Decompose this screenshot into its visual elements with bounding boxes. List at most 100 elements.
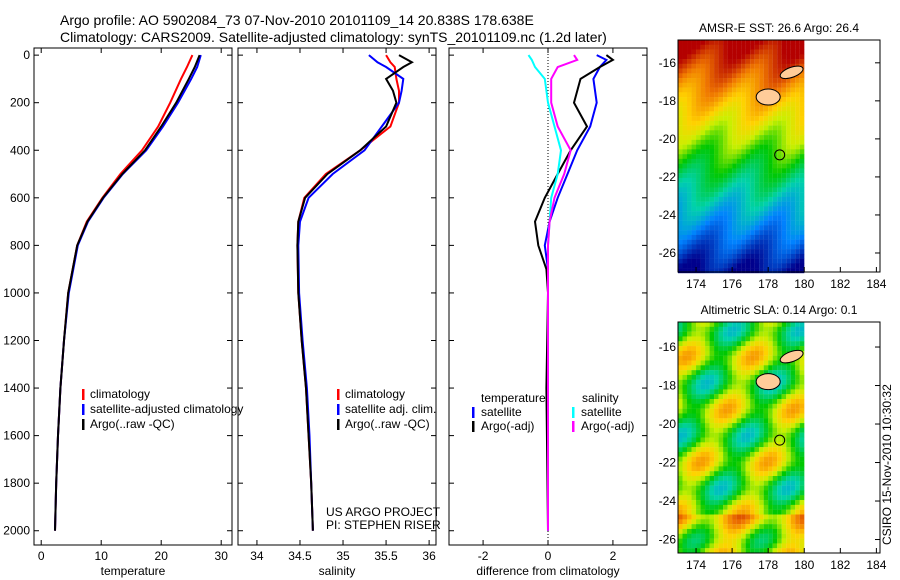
map-cell	[763, 394, 769, 400]
map-cell	[745, 461, 751, 467]
map-cell	[781, 44, 787, 50]
map-cell	[772, 423, 778, 429]
map-cell	[745, 370, 751, 376]
map-cell	[786, 244, 791, 250]
map-cell	[759, 82, 764, 88]
map-cell	[727, 87, 733, 93]
legend-swatch	[472, 421, 475, 432]
map-cell	[786, 509, 791, 515]
map-cell	[678, 389, 683, 395]
map-cell	[741, 442, 746, 448]
map-cell	[777, 533, 782, 539]
map-cell	[750, 437, 755, 443]
map-cell	[696, 384, 701, 390]
map-cell	[714, 116, 719, 122]
map-cell	[772, 350, 778, 356]
map-cell	[741, 234, 746, 240]
map-cell	[678, 476, 683, 481]
map-cell	[727, 177, 733, 183]
map-cell	[754, 135, 760, 141]
map-cell	[750, 379, 755, 385]
map-cell	[682, 326, 688, 332]
map-cell	[745, 125, 751, 131]
map-cell	[714, 192, 719, 198]
map-cell	[781, 49, 787, 55]
map-cell	[763, 408, 769, 414]
map-cell	[700, 182, 706, 188]
map-cell	[786, 163, 791, 169]
map-cell	[768, 394, 773, 400]
map-cell	[745, 158, 751, 164]
map-cell	[714, 268, 719, 274]
map-cell	[786, 374, 791, 380]
map-cell	[700, 263, 706, 269]
map-cell	[714, 78, 719, 84]
map-cell	[754, 206, 760, 212]
map-cell	[786, 394, 791, 400]
map-cell	[723, 466, 728, 472]
map-cell	[795, 158, 800, 164]
map-cell	[799, 239, 805, 245]
map-cell	[718, 135, 724, 141]
map-cell	[763, 154, 769, 160]
map-cell	[799, 370, 805, 376]
map-cell	[790, 163, 796, 169]
map-cell	[718, 341, 724, 347]
map-cell	[727, 456, 733, 462]
map-cell	[799, 427, 805, 433]
map-cell	[732, 258, 737, 264]
map-cell	[687, 365, 692, 371]
map-cell	[750, 432, 755, 438]
map-cell	[768, 144, 773, 150]
map-cell	[691, 384, 697, 390]
map-cell	[682, 258, 688, 264]
map-cell	[790, 346, 796, 352]
map-cell	[745, 201, 751, 207]
map-cell	[790, 192, 796, 198]
map-cell	[678, 466, 683, 472]
map-cell	[736, 336, 742, 342]
map-cell	[709, 49, 715, 55]
map-cell	[682, 370, 688, 376]
map-cell	[705, 442, 710, 448]
map-cell	[700, 528, 706, 534]
map-cell	[750, 365, 755, 371]
map-cell	[727, 154, 733, 160]
map-cell	[736, 341, 742, 347]
map-cell	[691, 211, 697, 217]
map-cell	[750, 154, 755, 160]
map-cell	[687, 331, 692, 337]
map-cell	[723, 471, 728, 477]
map-cell	[682, 355, 688, 361]
map-cell	[777, 350, 782, 356]
y-tick-label: 400	[10, 143, 30, 157]
map-cell	[718, 480, 724, 486]
map-cell	[754, 130, 760, 136]
map-cell	[696, 490, 701, 496]
map-cell	[700, 63, 706, 69]
map-cell	[714, 461, 719, 467]
map-cell	[700, 355, 706, 361]
map-cell	[732, 418, 737, 424]
map-cell	[705, 215, 710, 221]
map-cell	[754, 490, 760, 496]
map-cell	[741, 418, 746, 424]
map-cell	[714, 144, 719, 150]
map-cell	[696, 258, 701, 264]
map-cell	[768, 543, 773, 549]
map-cell	[777, 54, 782, 60]
map-cell	[745, 263, 751, 269]
map-cell	[723, 253, 728, 259]
map-cell	[795, 230, 800, 236]
map-cell	[718, 485, 724, 491]
map-cell	[678, 538, 683, 544]
map-cell	[736, 196, 742, 202]
map-cell	[795, 504, 800, 510]
map-cell	[795, 78, 800, 84]
map-cell	[687, 326, 692, 332]
map-cell	[727, 201, 733, 207]
map-cell	[732, 427, 737, 433]
map-cell	[718, 418, 724, 424]
map-cell	[777, 177, 782, 183]
map-cell	[745, 225, 751, 231]
